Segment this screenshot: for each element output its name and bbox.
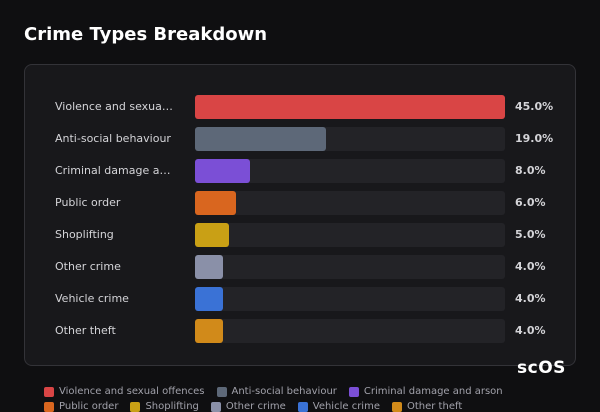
bar [195, 191, 237, 215]
value-label: 4.0% [515, 260, 546, 273]
page: {"chart_data": {"type": "bar", "orientat… [24, 24, 576, 412]
bar-track [195, 95, 505, 119]
category-label: Public order [55, 196, 121, 209]
legend-swatch [216, 386, 227, 397]
bar [195, 127, 326, 151]
category-label: Vehicle crime [55, 292, 129, 305]
legend-label: Other crime [225, 401, 286, 412]
bar [195, 255, 223, 279]
value-label: 6.0% [515, 196, 546, 209]
bar-track [195, 287, 505, 311]
legend: Violence and sexual offences Anti-social … [44, 386, 584, 412]
legend-swatch [130, 401, 141, 412]
legend-item: Anti-social behaviour [216, 386, 337, 397]
legend-item: Violence and sexual offences [44, 386, 205, 397]
legend-label: Shoplifting [145, 401, 199, 412]
bar-track [195, 127, 505, 151]
bar [195, 95, 505, 119]
bar-track [195, 191, 505, 215]
legend-item: Other theft [391, 401, 463, 412]
legend-label: Anti-social behaviour [231, 386, 337, 397]
category-label: Anti-social behaviour [55, 132, 171, 145]
legend-swatch [210, 401, 221, 412]
legend-label: Vehicle crime [312, 401, 380, 412]
legend-label: Criminal damage and arson [363, 386, 503, 397]
value-label: 8.0% [515, 164, 546, 177]
value-label: 19.0% [515, 132, 554, 145]
bar-track [195, 159, 505, 183]
legend-item: Other crime [210, 401, 286, 412]
value-label: 45.0% [515, 100, 554, 113]
value-label: 4.0% [515, 292, 546, 305]
legend-item: Vehicle crime [297, 401, 380, 412]
legend-label: Public order [59, 401, 119, 412]
legend-item: Shoplifting [130, 401, 199, 412]
bar-track [195, 255, 505, 279]
chart-panel: Violence and sexual offences 45.0% Anti-so… [24, 64, 576, 366]
category-label: Other crime [55, 260, 121, 273]
watermark: scOS [517, 358, 566, 378]
bar [195, 223, 230, 247]
legend-swatch [348, 386, 359, 397]
legend-swatch [44, 401, 54, 412]
category-label: Criminal damage and arson [55, 164, 173, 177]
bar [195, 319, 223, 343]
value-label: 5.0% [515, 228, 546, 241]
bar [195, 287, 223, 311]
legend-swatch [297, 401, 308, 412]
legend-swatch [44, 386, 54, 397]
legend-label: Violence and sexual offences [59, 386, 205, 397]
category-label: Other theft [55, 324, 116, 337]
category-label: Violence and sexual offences [55, 100, 173, 113]
bar-track [195, 223, 505, 247]
chart-title: Crime Types Breakdown [24, 24, 268, 45]
legend-item: Public order [44, 401, 118, 412]
legend-label: Other theft [406, 401, 463, 412]
value-label: 4.0% [515, 324, 546, 337]
bar-track [195, 319, 505, 343]
legend-item: Criminal damage and arson [348, 386, 503, 397]
legend-swatch [391, 401, 402, 412]
bar [195, 159, 251, 183]
category-label: Shoplifting [55, 228, 114, 241]
